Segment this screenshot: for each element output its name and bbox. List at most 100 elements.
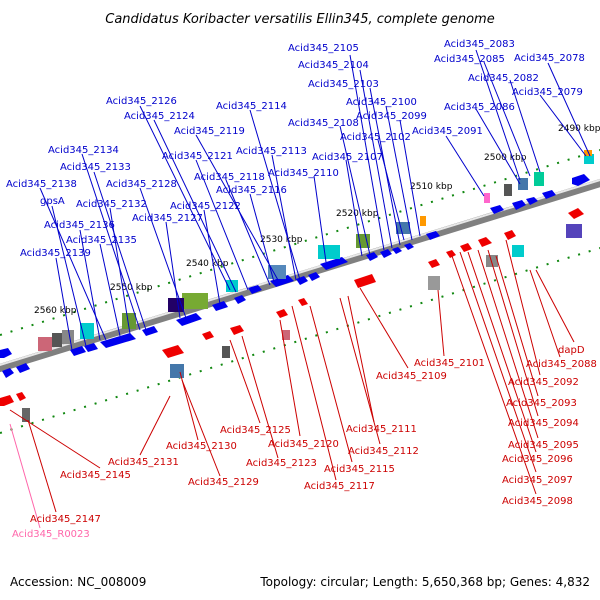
gene-arrow [0, 395, 14, 406]
tick-label: 2540 kbp [186, 259, 229, 269]
gene-label: Acid345_2092 [508, 377, 579, 388]
gene-label: Acid345_2131 [108, 457, 179, 468]
topology-text: Topology: circular; Length: 5,650,368 bp… [259, 575, 590, 589]
gene-box [584, 154, 594, 164]
gene-arrow [512, 200, 526, 210]
forward-labels: Acid345_2105 Acid345_2104 Acid345_2103 A… [6, 39, 585, 259]
gene-label: Acid345_2116 [216, 185, 287, 196]
gene-label: Acid345_2110 [268, 168, 339, 179]
gene-label: Acid345_2132 [76, 199, 147, 210]
gene-box [484, 193, 490, 203]
gene-label: Acid345_2127 [132, 213, 203, 224]
gene-arrow [212, 301, 228, 311]
gene-label: Acid345_2096 [502, 454, 573, 465]
gene-arrow [298, 298, 308, 306]
gene-label: dapD [558, 345, 585, 356]
gene-box [504, 184, 512, 196]
gene-arrow [460, 243, 472, 252]
gene-label: Acid345_2113 [236, 146, 307, 157]
gene-arrow [308, 272, 320, 281]
gene-label: Acid345_2108 [288, 118, 359, 129]
reverse-highlight-boxes [22, 224, 582, 422]
gene-arrow [542, 190, 556, 199]
gene-label: Acid345_2104 [298, 60, 369, 71]
gene-arrow [354, 274, 376, 288]
gene-label: Acid345_2101 [414, 358, 485, 369]
gene-box [396, 222, 410, 234]
gene-label: Acid345_2085 [434, 54, 505, 65]
map-title: Candidatus Koribacter versatilis Ellin34… [105, 12, 494, 27]
gene-arrow [176, 313, 202, 326]
gene-label: Acid345_2128 [106, 179, 177, 190]
gene-arrow [162, 345, 184, 358]
gene-label: Acid345_2129 [188, 477, 259, 488]
gene-arrow [100, 333, 136, 348]
gene-label: Acid345_2126 [106, 96, 177, 107]
reverse-leader-lines [9, 239, 575, 513]
gene-label: Acid345_2078 [514, 53, 585, 64]
gene-arrow [320, 257, 348, 270]
gene-label: Acid345_2094 [508, 418, 579, 429]
gene-label: Acid345_2130 [166, 441, 237, 452]
gene-label: Acid345_2123 [246, 458, 317, 469]
gene-label: Acid345_2099 [356, 111, 427, 122]
gene-label: Acid345_R0023 [12, 529, 90, 540]
gene-label: Acid345_2088 [526, 359, 597, 370]
tick-labels: 2490 kbp 2500 kbp 2510 kbp 2520 kbp 2530… [34, 124, 600, 316]
gene-box [566, 224, 582, 238]
gene-arrow [526, 197, 538, 205]
gene-arrow [84, 343, 98, 352]
gene-arrow [366, 252, 378, 261]
rna-leader-lines [9, 423, 41, 529]
gene-box [518, 178, 528, 190]
gene-box [486, 255, 498, 267]
gene-label: Acid345_2086 [444, 102, 515, 113]
gene-label: Acid345_2109 [376, 371, 447, 382]
gene-label: Acid345_2136 [44, 220, 115, 231]
tick-label: 2510 kbp [410, 182, 453, 192]
tick-label: 2530 kbp [260, 235, 303, 245]
gene-label: Acid345_2118 [194, 172, 265, 183]
gene-arrow [572, 174, 590, 186]
accession-text: Accession: NC_008009 [10, 575, 146, 589]
gene-arrow [0, 348, 12, 358]
gene-arrow [276, 309, 288, 318]
gene-box [122, 313, 136, 329]
gene-box [62, 330, 74, 344]
gene-box [318, 245, 340, 259]
gene-label: Acid345_2112 [348, 446, 419, 457]
forward-strand-genes [0, 174, 590, 378]
gene-label: Acid345_2139 [20, 248, 91, 259]
gene-label: Acid345_2125 [220, 425, 291, 436]
gene-box [182, 293, 208, 309]
gene-label: Acid345_2111 [346, 424, 417, 435]
gene-arrow [248, 285, 262, 294]
gene-label: Acid345_2147 [30, 514, 101, 525]
gene-arrow [504, 230, 516, 240]
gene-arrow [234, 295, 246, 304]
gene-arrow [428, 259, 440, 268]
gene-label: Acid345_2098 [502, 496, 573, 507]
gene-label: Acid345_2091 [412, 126, 483, 137]
gene-arrow [16, 363, 30, 373]
gene-label: Acid345_2121 [162, 151, 233, 162]
gene-label: Acid345_2133 [60, 162, 131, 173]
gene-label: Acid345_2135 [66, 235, 137, 246]
gene-label: Acid345_2093 [506, 398, 577, 409]
gene-box [420, 216, 426, 226]
forward-leader-lines [39, 49, 591, 351]
gene-arrow [404, 243, 414, 250]
gene-arrow [568, 208, 584, 219]
gene-label: Acid345_2079 [512, 87, 583, 98]
gene-label: Acid345_2103 [308, 79, 379, 90]
gene-arrow [2, 368, 14, 378]
gene-box [22, 408, 30, 422]
gene-label: Acid345_2102 [340, 132, 411, 143]
rna-labels: Acid345_R0023 [12, 529, 90, 540]
gene-arrow [142, 326, 158, 336]
gene-label: Acid345_2097 [502, 475, 573, 486]
gene-label: Acid345_2138 [6, 179, 77, 190]
reverse-labels: Acid345_2101 Acid345_2109 dapD Acid345_2… [30, 345, 597, 525]
gene-box [170, 364, 184, 378]
